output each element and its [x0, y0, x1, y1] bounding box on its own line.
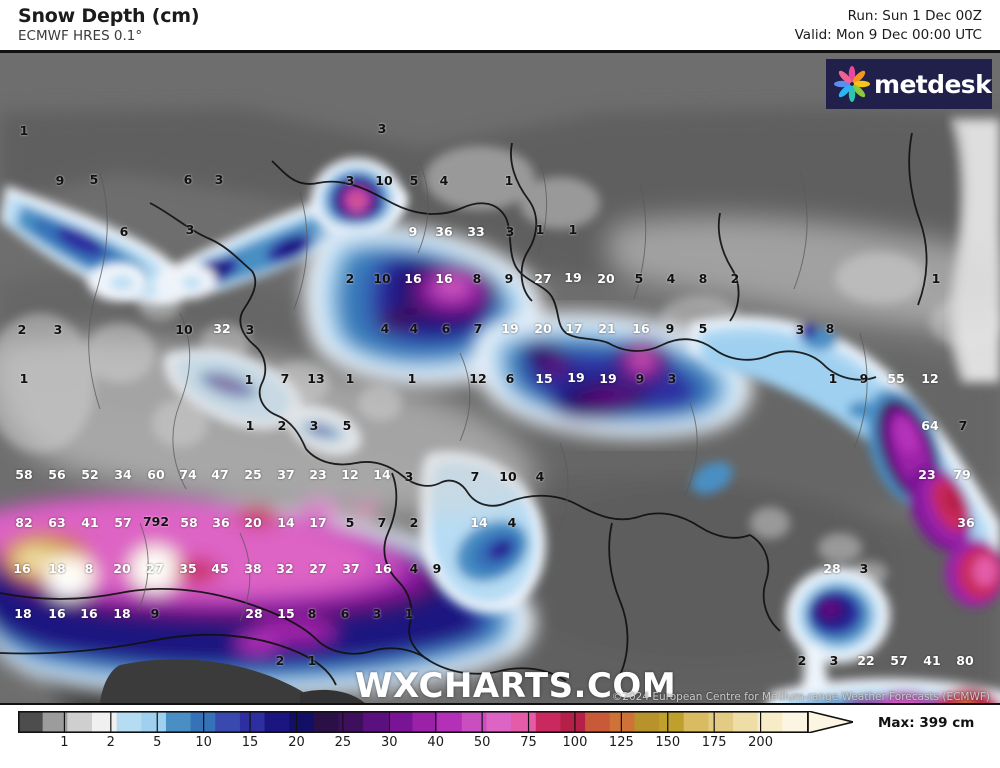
colorbar-band [116, 712, 142, 732]
colorbar-tick: 200 [748, 735, 773, 750]
header-bar: Snow Depth (cm) ECMWF HRES 0.1° Run: Sun… [0, 0, 1000, 52]
colorbar-band [585, 712, 611, 732]
colorbar-svg [18, 711, 853, 733]
colorbar-band [67, 712, 93, 732]
colorbar-tick: 20 [288, 735, 305, 750]
colorbar-band [437, 712, 463, 732]
colorbar-tick: 150 [655, 735, 681, 750]
colorbar-band [313, 712, 340, 732]
colorbar-tick: 100 [562, 735, 588, 750]
colorbar-band [165, 712, 192, 732]
colorbar-band [363, 712, 389, 732]
colorbar-strip[interactable] [18, 711, 853, 733]
colorbar-band [215, 712, 241, 732]
colorbar-band [42, 712, 68, 732]
colorbar-tick: 5 [153, 735, 162, 750]
max-value-label: Max: 399 cm [878, 715, 975, 731]
valid-time-label: Valid: Mon 9 Dec 00:00 UTC [794, 27, 982, 43]
colorbar-band [708, 712, 734, 732]
colorbar-legend: 1 2 5 10 15 20 25 30 40 50 75 100 125 150 175 200 Max: … [0, 707, 1000, 768]
colorbar-band [511, 712, 537, 732]
title-block: Snow Depth (cm) ECMWF HRES 0.1° [18, 5, 200, 45]
colorbar-tick: 50 [473, 735, 491, 750]
metdesk-petal-icon [834, 66, 870, 102]
colorbar-band [535, 712, 562, 732]
run-time-label: Run: Sun 1 Dec 00Z [847, 8, 982, 24]
colorbar-tick: 15 [241, 735, 259, 750]
colorbar-band [18, 712, 44, 732]
colorbar-tick: 10 [195, 735, 212, 750]
colorbar-band [609, 712, 636, 732]
colorbar-band [757, 712, 783, 732]
colorbar-band [264, 712, 290, 732]
colorbar-tick-labels: 1 2 5 10 15 20 25 30 40 50 75 100 125 150 175 200 [18, 735, 853, 755]
colorbar-tick: 40 [427, 735, 444, 750]
colorbar-band [289, 712, 315, 732]
wxcharts-watermark: WXCHARTS.COM [355, 666, 677, 705]
colorbar-tick: 175 [701, 735, 727, 750]
colorbar-tick: 25 [334, 735, 352, 750]
colorbar-tick: 2 [106, 735, 115, 750]
colorbar-tick: 75 [520, 735, 537, 750]
colorbar-band [91, 712, 118, 732]
colorbar-band [560, 712, 586, 732]
colorbar-band [486, 712, 512, 732]
metdesk-wordmark: metdesk [874, 69, 992, 99]
colorbar-band [733, 712, 759, 732]
metdesk-logo: metdesk [826, 59, 992, 109]
page-title: Snow Depth (cm) [18, 5, 200, 27]
colorbar-band [239, 712, 266, 732]
model-subtitle: ECMWF HRES 0.1° [18, 28, 143, 44]
snow-depth-raster [0, 53, 1000, 703]
colorbar-band [387, 712, 414, 732]
run-info-block: Run: Sun 1 Dec 00Z Valid: Mon 9 Dec 00:0… [795, 7, 982, 45]
colorbar-band [412, 712, 438, 732]
colorbar-tick: 125 [608, 735, 634, 750]
colorbar-band [141, 712, 167, 732]
map-viewport[interactable]: metdesk 1 9 5 6 6 3 3 3 3 10 5 4 1 9 36 33 3 1 1 2 3 1 10 32 3 1 7… [0, 50, 1000, 705]
colorbar-band [338, 712, 364, 732]
colorbar-tick: 30 [381, 735, 398, 750]
colorbar-band [461, 712, 488, 732]
colorbar-tick: 1 [60, 735, 69, 750]
colorbar-band [634, 712, 660, 732]
colorbar-band [683, 712, 709, 732]
colorbar-band [782, 712, 808, 732]
copyright-notice: ©2024 European Centre for Medium-range W… [611, 691, 990, 703]
colorbar-band [659, 712, 685, 732]
